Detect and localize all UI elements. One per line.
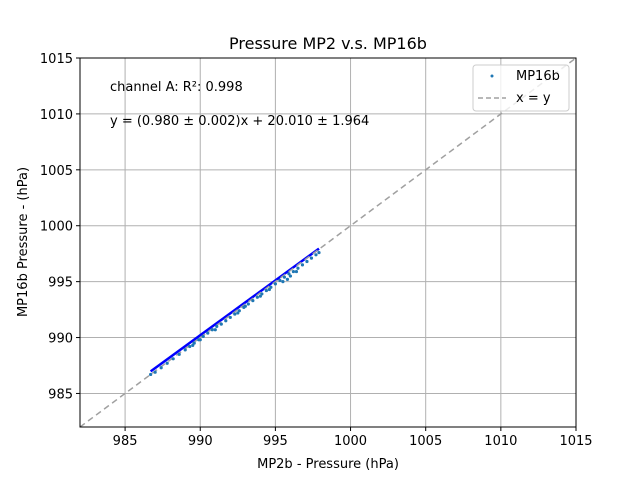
scatter-point-6: [183, 348, 187, 352]
scatter-point-3: [165, 361, 169, 365]
legend-box: [472, 64, 570, 112]
scatter-point-11: [206, 331, 210, 335]
scatter-point-16: [228, 315, 232, 320]
scatter-point-22: [255, 295, 259, 299]
x-tick-label-985: 985: [113, 434, 138, 449]
y-tick-label-990: 990: [48, 332, 73, 347]
scatter-point-2: [159, 366, 163, 370]
scatter-point-0: [149, 372, 153, 377]
scatter-point-39: [285, 277, 290, 281]
scatter-point-15: [224, 319, 228, 323]
x-tick-label-1005: 1005: [409, 434, 442, 449]
x-tick-label-990: 990: [188, 434, 213, 449]
scatter-point-20: [246, 302, 250, 306]
scatter-point-17: [233, 312, 237, 316]
scatter-point-28: [282, 275, 287, 279]
x-tick-label-995: 995: [263, 434, 288, 449]
x-tick-label-1000: 1000: [334, 434, 367, 449]
y-tick-label-995: 995: [48, 276, 73, 291]
scatter-point-40: [288, 274, 293, 278]
scatter-point-27: [278, 278, 282, 283]
scatter-point-26: [273, 282, 277, 286]
legend-label-identity-line: x = y: [516, 91, 551, 106]
scatter-point-37: [236, 311, 240, 315]
scatter-point-13: [215, 324, 219, 328]
scatter-point-10: [201, 334, 205, 339]
scatter-point-30: [291, 269, 296, 274]
y-tick-label-1015: 1015: [40, 52, 73, 67]
scatter-point-33: [305, 259, 309, 264]
x-axis-ticks: 985 990 995 1000 1005 1010 1015: [113, 427, 593, 449]
scatter-point-34: [309, 256, 314, 260]
annotation-r-squared: channel A: R²: 0.998: [110, 80, 243, 95]
x-axis-label: MP2b - Pressure (hPa): [257, 457, 399, 472]
scatter-point-35: [314, 253, 318, 257]
scatter-point-4: [171, 357, 175, 361]
scatter-point-21: [251, 299, 255, 303]
scatter-point-32: [300, 263, 305, 267]
scatter-point-1: [153, 370, 157, 374]
scatter-point-45: [213, 328, 217, 332]
y-axis-label: MP16b Pressure - (hPa): [16, 167, 31, 317]
y-tick-label-1010: 1010: [40, 108, 73, 123]
y-tick-label-985: 985: [48, 387, 73, 402]
scatter-point-43: [198, 338, 202, 342]
y-axis-ticks: 985 990 995 1000 1005 1010 1015: [40, 52, 80, 402]
x-tick-label-1015: 1015: [559, 434, 592, 449]
scatter-point-31: [296, 266, 300, 270]
scatter-point-44: [191, 343, 195, 347]
scatter-point-14: [219, 322, 223, 326]
series-line-1: [149, 247, 320, 373]
scatter-point-5: [177, 352, 181, 356]
y-tick-label-1000: 1000: [40, 220, 73, 235]
plot-frame: [79, 57, 577, 428]
scatter-point-38: [258, 294, 262, 298]
legend-marker-mp16b: [490, 74, 494, 78]
y-tick-label-1005: 1005: [40, 164, 73, 179]
scatter-point-12: [210, 328, 214, 332]
scatter-points: [149, 250, 321, 377]
series-line-2: [80, 58, 576, 427]
series-lines: [80, 58, 576, 427]
annotation-fit-equation: y = (0.980 ± 0.002)x + 20.010 ± 1.964: [110, 114, 369, 129]
x-tick-label-1010: 1010: [484, 434, 517, 449]
scatter-point-46: [267, 287, 271, 292]
legend: MP16b x = y: [472, 64, 570, 112]
scatter-point-42: [243, 304, 247, 308]
scatter-point-24: [264, 288, 268, 293]
scatter-point-7: [188, 344, 192, 349]
legend-label-mp16b: MP16b: [516, 69, 560, 84]
scatter-point-36: [317, 250, 321, 255]
chart-title: Pressure MP2 v.s. MP16b: [229, 34, 427, 53]
scatter-point-41: [294, 269, 299, 274]
scatter-point-47: [281, 280, 285, 284]
